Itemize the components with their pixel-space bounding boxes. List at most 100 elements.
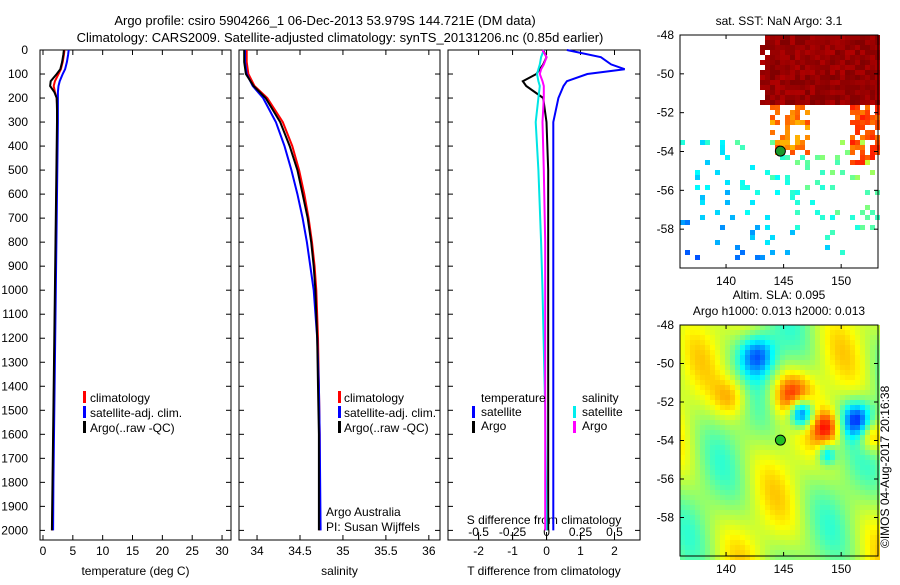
map-cell <box>745 210 750 215</box>
map-cell <box>830 415 835 420</box>
map-cell <box>830 75 835 80</box>
map-cell <box>725 485 730 490</box>
map-cell <box>755 255 760 260</box>
map-cell <box>775 555 780 560</box>
map-cell <box>765 240 770 245</box>
map-cell <box>785 445 790 450</box>
map-cell <box>685 220 690 225</box>
map-cell <box>695 555 700 560</box>
map-cell <box>715 545 720 550</box>
map-cell <box>720 550 725 555</box>
map-cell <box>735 400 740 405</box>
map-cell <box>845 500 850 505</box>
map-cell <box>810 400 815 405</box>
map-cell <box>780 505 785 510</box>
map-cell <box>860 535 865 540</box>
map-cell <box>830 500 835 505</box>
map-cell <box>805 380 810 385</box>
map-cell <box>830 520 835 525</box>
x2-axis-label: S difference from climatology <box>467 513 622 527</box>
map-cell <box>855 65 860 70</box>
map-cell <box>700 445 705 450</box>
map-cell <box>770 105 775 110</box>
map-cell <box>850 85 855 90</box>
map-cell <box>770 455 775 460</box>
map-cell <box>870 85 875 90</box>
y-tick-label: 1600 <box>1 427 28 441</box>
map-cell <box>780 70 785 75</box>
map-cell <box>860 340 865 345</box>
map-cell <box>685 370 690 375</box>
map-cell <box>775 515 780 520</box>
map-cell <box>825 515 830 520</box>
map-cell <box>725 505 730 510</box>
map-cell <box>705 185 710 190</box>
map-cell <box>830 485 835 490</box>
map-cell <box>785 70 790 75</box>
map-cell <box>810 50 815 55</box>
map-cell <box>855 390 860 395</box>
map-cell <box>745 455 750 460</box>
map-cell <box>870 375 875 380</box>
map-cell <box>840 250 845 255</box>
map-cell <box>845 65 850 70</box>
map-cell <box>710 500 715 505</box>
map-cell <box>845 390 850 395</box>
map-cell <box>775 510 780 515</box>
map-cell <box>865 490 870 495</box>
map-cell <box>865 340 870 345</box>
map-cell <box>725 375 730 380</box>
map-cell <box>815 555 820 560</box>
map-cell <box>760 500 765 505</box>
map-cell <box>865 325 870 330</box>
y-tick-label: 1800 <box>1 475 28 489</box>
map-cell <box>805 495 810 500</box>
map-cell <box>840 365 845 370</box>
map-cell <box>835 545 840 550</box>
map-cell <box>820 390 825 395</box>
map-cell <box>845 535 850 540</box>
map-cell <box>785 130 790 135</box>
map-cell <box>850 110 855 115</box>
x2-tick-label: -0.5 <box>468 525 489 539</box>
map-cell <box>770 420 775 425</box>
map-cell <box>805 95 810 100</box>
map-cell <box>850 440 855 445</box>
map-cell <box>800 380 805 385</box>
map-cell <box>800 155 805 160</box>
map-cell <box>765 550 770 555</box>
map-cell <box>750 350 755 355</box>
legend-swatch-s-sat <box>573 406 576 418</box>
map-cell <box>780 335 785 340</box>
map-cell <box>740 435 745 440</box>
map-cell <box>730 395 735 400</box>
map-cell <box>820 455 825 460</box>
map-cell <box>725 190 730 195</box>
map-cell <box>690 525 695 530</box>
map-cell <box>860 390 865 395</box>
map-cell <box>725 155 730 160</box>
map-cell <box>870 350 875 355</box>
map-cell <box>680 335 685 340</box>
difference-panel: -2 -1 0 1 2T difference from climatology-0.5… <box>447 49 641 578</box>
map-cell <box>840 480 845 485</box>
x-axis-label: T difference from climatology <box>467 564 621 578</box>
map-cell <box>705 420 710 425</box>
map-cell <box>815 395 820 400</box>
map-cell <box>725 440 730 445</box>
map-cell <box>780 465 785 470</box>
map-cell <box>750 425 755 430</box>
map-cell <box>785 475 790 480</box>
map-cell <box>775 470 780 475</box>
map-cell <box>845 435 850 440</box>
map-cell <box>690 450 695 455</box>
map-cell <box>785 145 790 150</box>
map-cell <box>715 370 720 375</box>
map-cell <box>795 375 800 380</box>
map-cell <box>835 75 840 80</box>
map-cell <box>725 540 730 545</box>
map-cell <box>795 485 800 490</box>
map-cell <box>730 450 735 455</box>
map-cell <box>810 65 815 70</box>
map-cell <box>690 380 695 385</box>
